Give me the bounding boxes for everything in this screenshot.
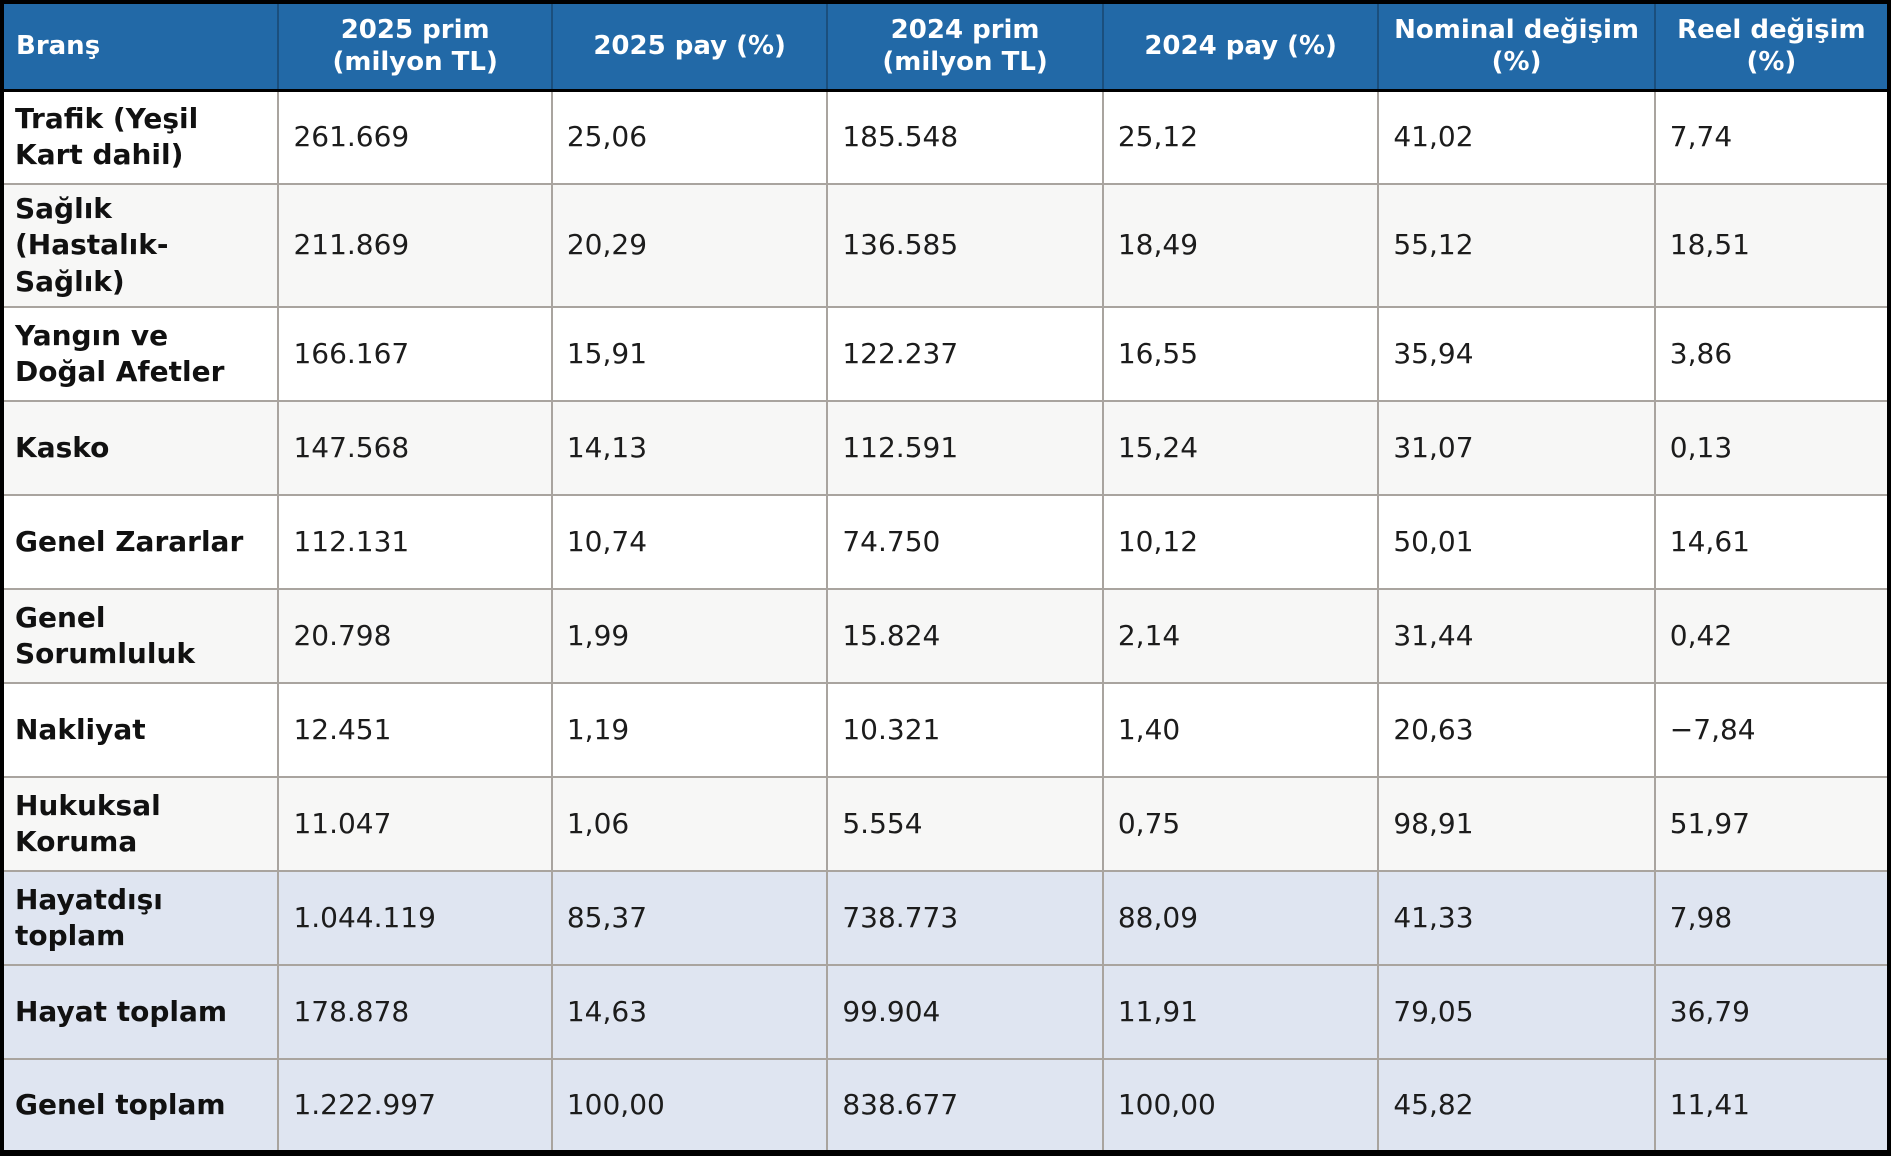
table-row: Genel Sorumluluk 20.798 1,99 15.824 2,14 31,4… (0, 588, 1891, 685)
table-row: Genel toplam 1.222.997 100,00 838.677 100,00… (0, 1058, 1891, 1156)
value-cell: 16,55 (1101, 306, 1380, 403)
value-cell: 14,63 (550, 964, 829, 1061)
value-cell: 25,12 (1101, 89, 1380, 185)
value-cell: 11,91 (1101, 964, 1380, 1061)
value-cell: 5.554 (826, 776, 1104, 873)
value-cell: 1.222.997 (277, 1058, 553, 1156)
value-cell: 1,19 (550, 682, 829, 779)
table-row: Genel Zararlar 112.131 10,74 74.750 10,12 50,… (0, 494, 1891, 591)
value-cell: 122.237 (826, 306, 1104, 403)
branch-cell: Hayatdışı toplam (0, 870, 280, 967)
value-cell: 136.585 (826, 182, 1104, 309)
branch-cell: Kasko (0, 400, 280, 497)
value-cell: 0,13 (1653, 400, 1891, 497)
table-row: Kasko 147.568 14,13 112.591 15,24 31,07 0,13 (0, 400, 1891, 497)
branch-cell: Sağlık (Hastalık-Sağlık) (0, 182, 280, 309)
value-cell: 1.044.119 (277, 870, 553, 967)
value-cell: 738.773 (826, 870, 1104, 967)
column-header: Branş (0, 1, 280, 92)
value-cell: 11.047 (277, 776, 553, 873)
value-cell: 166.167 (277, 306, 553, 403)
value-cell: 88,09 (1101, 870, 1380, 967)
column-header: Nominal değişim (%) (1377, 1, 1656, 92)
value-cell: 11,41 (1653, 1058, 1891, 1156)
column-header: 2025 prim (milyon TL) (277, 1, 553, 92)
branch-cell: Trafik (Yeşil Kart dahil) (0, 89, 280, 185)
value-cell: 838.677 (826, 1058, 1104, 1156)
value-cell: 10,74 (550, 494, 829, 591)
table-row: Trafik (Yeşil Kart dahil) 261.669 25,06 185… (0, 89, 1891, 185)
value-cell: 3,86 (1653, 306, 1891, 403)
value-cell: 45,82 (1377, 1058, 1656, 1156)
value-cell: 15,24 (1101, 400, 1380, 497)
value-cell: 12.451 (277, 682, 553, 779)
value-cell: 15.824 (826, 588, 1104, 685)
column-header: 2024 pay (%) (1101, 1, 1380, 92)
table-body: Trafik (Yeşil Kart dahil) 261.669 25,06 185… (0, 89, 1891, 1156)
value-cell: 14,61 (1653, 494, 1891, 591)
value-cell: 185.548 (826, 89, 1104, 185)
value-cell: 18,49 (1101, 182, 1380, 309)
value-cell: 20.798 (277, 588, 553, 685)
value-cell: 2,14 (1101, 588, 1380, 685)
table-row: Hayat toplam 178.878 14,63 99.904 11,91 79,05… (0, 964, 1891, 1061)
value-cell: 74.750 (826, 494, 1104, 591)
branch-cell: Nakliyat (0, 682, 280, 779)
column-header: Reel değişim (%) (1653, 1, 1891, 92)
table-row: Hukuksal Koruma 11.047 1,06 5.554 0,75 98,91 5… (0, 776, 1891, 873)
value-cell: 1,99 (550, 588, 829, 685)
value-cell: 10.321 (826, 682, 1104, 779)
value-cell: −7,84 (1653, 682, 1891, 779)
value-cell: 1,06 (550, 776, 829, 873)
branch-cell: Genel Sorumluluk (0, 588, 280, 685)
value-cell: 112.591 (826, 400, 1104, 497)
value-cell: 31,07 (1377, 400, 1656, 497)
table-header: Branş 2025 prim (milyon TL) 2025 pay (%) 20… (0, 1, 1891, 92)
branch-cell: Hayat toplam (0, 964, 280, 1061)
value-cell: 0,42 (1653, 588, 1891, 685)
value-cell: 147.568 (277, 400, 553, 497)
value-cell: 55,12 (1377, 182, 1656, 309)
value-cell: 112.131 (277, 494, 553, 591)
value-cell: 100,00 (1101, 1058, 1380, 1156)
value-cell: 41,02 (1377, 89, 1656, 185)
value-cell: 99.904 (826, 964, 1104, 1061)
branch-cell: Hukuksal Koruma (0, 776, 280, 873)
value-cell: 1,40 (1101, 682, 1380, 779)
branch-cell: Yangın ve Doğal Afetler (0, 306, 280, 403)
table-row: Hayatdışı toplam 1.044.119 85,37 738.773 88,… (0, 870, 1891, 967)
header-row: Branş 2025 prim (milyon TL) 2025 pay (%) 20… (0, 1, 1891, 92)
value-cell: 261.669 (277, 89, 553, 185)
value-cell: 79,05 (1377, 964, 1656, 1061)
value-cell: 7,98 (1653, 870, 1891, 967)
value-cell: 35,94 (1377, 306, 1656, 403)
value-cell: 50,01 (1377, 494, 1656, 591)
value-cell: 178.878 (277, 964, 553, 1061)
value-cell: 31,44 (1377, 588, 1656, 685)
column-header: 2024 prim (milyon TL) (826, 1, 1104, 92)
value-cell: 25,06 (550, 89, 829, 185)
value-cell: 36,79 (1653, 964, 1891, 1061)
value-cell: 18,51 (1653, 182, 1891, 309)
branch-cell: Genel toplam (0, 1058, 280, 1156)
table-row: Sağlık (Hastalık-Sağlık) 211.869 20,29 136.… (0, 182, 1891, 309)
value-cell: 20,29 (550, 182, 829, 309)
value-cell: 15,91 (550, 306, 829, 403)
column-header: 2025 pay (%) (550, 1, 829, 92)
value-cell: 98,91 (1377, 776, 1656, 873)
value-cell: 7,74 (1653, 89, 1891, 185)
value-cell: 85,37 (550, 870, 829, 967)
table-row: Nakliyat 12.451 1,19 10.321 1,40 20,63 −7,84 (0, 682, 1891, 779)
value-cell: 14,13 (550, 400, 829, 497)
value-cell: 20,63 (1377, 682, 1656, 779)
table-row: Yangın ve Doğal Afetler 166.167 15,91 122.2… (0, 306, 1891, 403)
value-cell: 100,00 (550, 1058, 829, 1156)
value-cell: 51,97 (1653, 776, 1891, 873)
value-cell: 0,75 (1101, 776, 1380, 873)
value-cell: 41,33 (1377, 870, 1656, 967)
value-cell: 10,12 (1101, 494, 1380, 591)
branch-cell: Genel Zararlar (0, 494, 280, 591)
value-cell: 211.869 (277, 182, 553, 309)
